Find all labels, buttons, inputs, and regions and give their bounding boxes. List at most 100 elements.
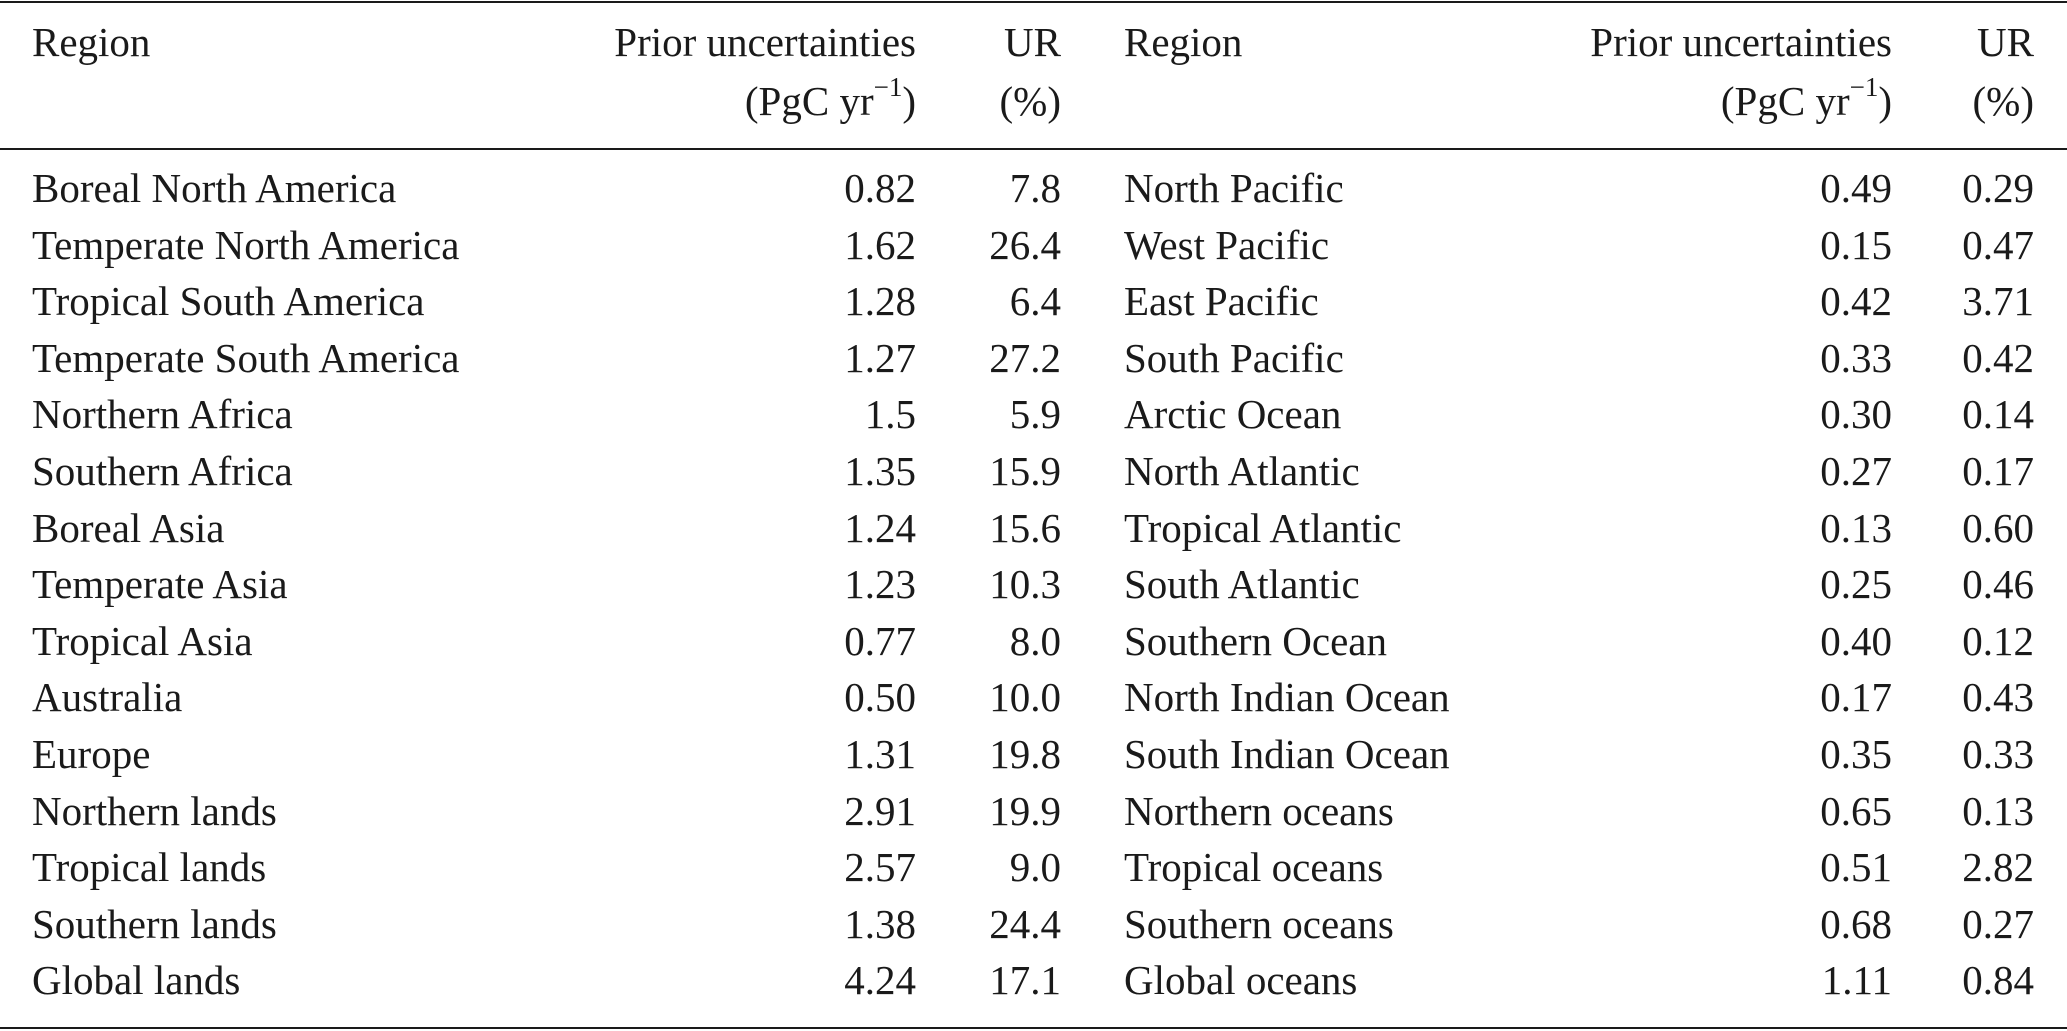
cell-ur-right: 0.29: [1962, 165, 2034, 211]
cell-region-right: South Atlantic: [1124, 561, 1360, 608]
cell-region-left: Southern Africa: [32, 448, 293, 494]
cell-region-left: Temperate Asia: [32, 561, 288, 608]
cell-region-left: Australia: [32, 674, 183, 721]
bottom-rule: [0, 1027, 2067, 1029]
cell-ur-left: 19.9: [989, 787, 1061, 834]
cell-ur-right: 0.60: [1962, 504, 2034, 551]
cell-region-right: North Atlantic: [1124, 448, 1360, 494]
cell-region-left: Boreal Asia: [32, 504, 225, 551]
header-prior-left: Prior uncertainties: [614, 19, 916, 65]
cell-prior-right: 0.13: [1820, 504, 1892, 551]
header-prior-unit-left: (PgC yr−1): [744, 72, 916, 124]
cell-region-right: Arctic Ocean: [1124, 391, 1342, 438]
cell-prior-right: 0.42: [1820, 278, 1892, 325]
cell-prior-left: 4.24: [844, 957, 916, 1004]
top-rule: [0, 1, 2067, 3]
cell-prior-left: 0.82: [844, 165, 916, 211]
cell-region-right: Tropical oceans: [1124, 844, 1384, 891]
cell-prior-left: 1.35: [844, 448, 916, 494]
cell-prior-right: 0.15: [1820, 221, 1892, 268]
cell-ur-left: 19.8: [989, 731, 1061, 777]
cell-region-left: Temperate South America: [32, 334, 460, 381]
cell-ur-right: 3.71: [1962, 278, 2034, 325]
cell-region-right: Global oceans: [1124, 957, 1358, 1004]
cell-region-right: South Indian Ocean: [1124, 731, 1450, 777]
cell-prior-left: 0.50: [844, 674, 916, 721]
cell-ur-right: 0.27: [1962, 900, 2034, 947]
cell-ur-left: 10.0: [989, 674, 1061, 721]
cell-ur-right: 0.14: [1962, 391, 2034, 438]
cell-ur-right: 0.43: [1962, 674, 2034, 721]
cell-prior-left: 1.31: [844, 731, 916, 777]
cell-ur-left: 15.9: [989, 448, 1061, 494]
cell-prior-left: 2.57: [844, 844, 916, 891]
cell-prior-right: 0.65: [1820, 787, 1892, 834]
cell-ur-left: 6.4: [1009, 278, 1061, 325]
cell-ur-right: 0.12: [1962, 617, 2034, 664]
cell-ur-left: 17.1: [989, 957, 1061, 1004]
cell-region-right: Southern Ocean: [1124, 617, 1387, 664]
cell-prior-right: 0.25: [1820, 561, 1892, 608]
cell-ur-right: 0.46: [1962, 561, 2034, 608]
cell-ur-left: 5.9: [1009, 391, 1061, 438]
cell-prior-left: 2.91: [844, 787, 916, 834]
header-region-right: Region: [1124, 19, 1243, 65]
header-ur-right: UR: [1977, 19, 2034, 65]
cell-prior-left: 1.23: [844, 561, 916, 608]
cell-ur-right: 0.33: [1962, 731, 2034, 777]
cell-ur-left: 10.3: [989, 561, 1061, 608]
cell-region-right: North Indian Ocean: [1124, 674, 1450, 721]
cell-ur-right: 0.47: [1962, 221, 2034, 268]
cell-region-right: South Pacific: [1124, 334, 1344, 381]
cell-prior-right: 0.40: [1820, 617, 1892, 664]
cell-prior-right: 0.35: [1820, 731, 1892, 777]
header-rule: [0, 148, 2067, 150]
cell-region-left: Boreal North America: [32, 165, 397, 211]
cell-region-left: Temperate North America: [32, 221, 460, 268]
cell-region-left: Southern lands: [32, 900, 277, 947]
cell-region-left: Europe: [32, 731, 151, 777]
cell-ur-left: 27.2: [989, 334, 1061, 381]
cell-prior-left: 1.27: [844, 334, 916, 381]
cell-prior-right: 1.11: [1821, 957, 1892, 1004]
cell-ur-right: 0.17: [1962, 448, 2034, 494]
cell-prior-left: 1.24: [844, 504, 916, 551]
cell-ur-left: 26.4: [989, 221, 1061, 268]
cell-prior-right: 0.33: [1820, 334, 1892, 381]
cell-ur-right: 0.42: [1962, 334, 2034, 381]
cell-region-left: Northern lands: [32, 787, 277, 834]
cell-region-right: Southern oceans: [1124, 900, 1394, 947]
cell-prior-left: 1.62: [844, 221, 916, 268]
cell-region-right: West Pacific: [1124, 221, 1330, 268]
header-prior-unit-right: (PgC yr−1): [1720, 72, 1892, 124]
header-region-left: Region: [32, 19, 151, 65]
cell-ur-left: 15.6: [989, 504, 1061, 551]
header-ur-unit-left: (%): [999, 78, 1061, 124]
cell-region-right: North Pacific: [1124, 165, 1344, 211]
cell-region-left: Tropical Asia: [32, 617, 253, 664]
cell-prior-right: 0.68: [1820, 900, 1892, 947]
cell-ur-left: 24.4: [989, 900, 1061, 947]
cell-prior-right: 0.51: [1820, 844, 1892, 891]
cell-prior-right: 0.27: [1820, 448, 1892, 494]
cell-ur-right: 2.82: [1962, 844, 2034, 891]
cell-region-right: Northern oceans: [1124, 787, 1394, 834]
cell-prior-right: 0.49: [1820, 165, 1892, 211]
cell-region-left: Tropical South America: [32, 278, 425, 325]
cell-region-right: East Pacific: [1124, 278, 1319, 325]
cell-prior-left: 1.28: [844, 278, 916, 325]
header-ur-left: UR: [1004, 19, 1061, 65]
cell-ur-left: 8.0: [1009, 617, 1061, 664]
cell-region-left: Tropical lands: [32, 844, 267, 891]
cell-prior-left: 1.38: [844, 900, 916, 947]
cell-prior-right: 0.17: [1820, 674, 1892, 721]
cell-prior-left: 1.5: [864, 391, 916, 438]
cell-ur-left: 9.0: [1009, 844, 1061, 891]
cell-ur-left: 7.8: [1009, 165, 1061, 211]
cell-ur-right: 0.84: [1962, 957, 2034, 1004]
cell-region-right: Tropical Atlantic: [1124, 504, 1402, 551]
header-ur-unit-right: (%): [1972, 78, 2034, 124]
cell-prior-right: 0.30: [1820, 391, 1892, 438]
cell-region-left: Northern Africa: [32, 391, 293, 438]
